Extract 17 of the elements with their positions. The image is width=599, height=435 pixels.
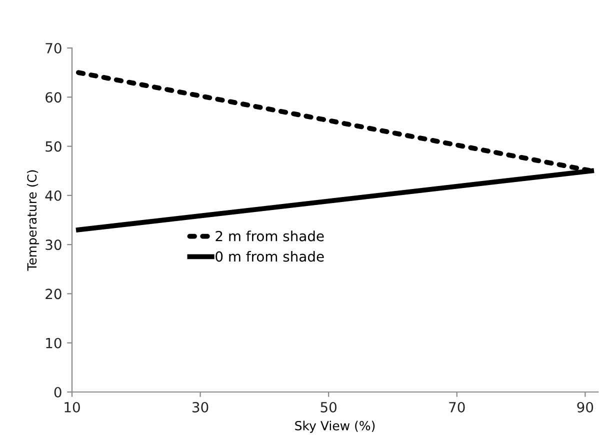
y-tick-label: 20 [46,288,62,300]
y-axis-title: Temperature (C) [26,170,40,271]
y-tick-label: 0 [54,386,62,398]
x-tick-label: 10 [64,402,80,412]
y-tick-label: 30 [46,240,62,250]
y-tick-label: 40 [45,190,62,201]
y-tick-label: 10 [46,338,62,348]
y-tick-label: 60 [46,92,62,103]
y-tick-label: 70 [46,42,62,54]
legend-label: 0 m from shade [216,250,324,262]
x-axis-title: Sky View (%) [295,420,375,433]
x-tick-label: 70 [449,402,465,412]
x-tick-label: 50 [320,402,336,412]
legend-label: 2 m from shade [216,230,324,242]
y-tick-label: 50 [46,141,62,152]
x-tick-label: 30 [192,402,208,412]
x-tick-label: 90 [577,402,594,412]
